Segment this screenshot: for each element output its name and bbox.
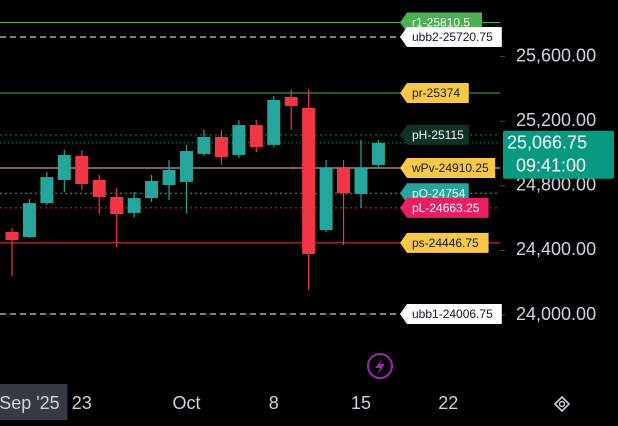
candle-body	[40, 177, 54, 204]
last-price-label: 25,066.75	[507, 132, 587, 152]
candle-body	[162, 169, 176, 185]
level-label-text: pH-25115	[412, 128, 464, 142]
x-tick-label: 23	[72, 393, 92, 413]
candle-body	[127, 198, 141, 213]
y-axis: 26,000.00 25,600.00 25,200.00 24,800.00 24,4…	[500, 0, 596, 324]
candle-body	[319, 168, 333, 231]
candle-body	[214, 137, 228, 158]
candle-body	[337, 168, 351, 194]
level-label: wPv-24910.25	[400, 157, 496, 178]
level-label-text: pL-24663.25	[412, 201, 480, 215]
candle-body	[22, 203, 36, 238]
last-price: 25,066.75 09:41:00	[503, 130, 614, 179]
y-tick-label: 26,000.00	[516, 0, 596, 1]
candles	[5, 89, 385, 291]
y-tick-label: 24,000.00	[516, 304, 596, 324]
y-tick-label: 25,600.00	[516, 45, 596, 65]
level-label-box	[400, 157, 496, 178]
alert-circle	[367, 353, 393, 379]
level-label: ps-24446.75	[400, 232, 489, 253]
level-label-text: r1-25810.5	[412, 16, 470, 30]
candle-body	[267, 100, 281, 145]
last-price-box	[503, 130, 614, 179]
candle-body	[232, 125, 246, 155]
alert-bolt	[375, 358, 385, 375]
candle-body	[180, 151, 193, 182]
crosshair-date-box	[0, 384, 68, 420]
level-label: pr-25374	[400, 83, 469, 104]
level-label-text: pO-24754	[412, 186, 466, 200]
y-tick-label: 25,200.00	[516, 110, 596, 130]
level-label-text: ubb2-25720.75	[412, 30, 493, 44]
countdown-label: 09:41:00	[516, 155, 586, 175]
candle-body	[197, 137, 211, 154]
reset-button[interactable]	[553, 395, 571, 413]
alert-icon[interactable]	[367, 353, 393, 379]
level-label-box	[400, 83, 469, 104]
candle-body	[302, 107, 316, 254]
candle-body	[110, 196, 124, 215]
level-label-text: ubb1-24006.75	[412, 307, 493, 321]
candle-body	[284, 96, 298, 106]
reset-dot	[558, 400, 566, 408]
level-label: pH-25115	[400, 124, 469, 145]
x-tick-label: 15	[351, 393, 371, 413]
level-label-box	[400, 27, 502, 48]
level-label-text: ps-24446.75	[412, 236, 479, 250]
level-label: ubb2-25720.75	[400, 27, 502, 48]
candle-body	[371, 142, 385, 165]
level-label-box	[400, 303, 502, 324]
candle-body	[145, 180, 159, 199]
level-label-box	[400, 197, 489, 218]
x-tick-label: 22	[438, 393, 458, 413]
candle-body	[354, 168, 368, 195]
candle-body	[249, 125, 263, 148]
candle-body	[92, 179, 106, 197]
x-tick-label: 8	[269, 393, 279, 413]
y-tick-label: 24,800.00	[516, 175, 596, 195]
level-label-text: wPv-24910.25	[411, 161, 489, 175]
x-tick-label: Oct	[172, 393, 200, 413]
level-label-box	[400, 232, 489, 253]
candle-body	[5, 232, 19, 241]
level-label-text: pr-25374	[412, 86, 460, 100]
level-label-box	[400, 124, 469, 145]
reset-shape	[553, 395, 571, 413]
y-tick-label: 24,400.00	[516, 239, 596, 259]
candle-body	[57, 154, 71, 180]
level-label: pL-24663.25	[400, 197, 489, 218]
level-label: ubb1-24006.75	[400, 303, 502, 324]
x-tick-label: Sep '25	[0, 393, 60, 413]
candle-body	[75, 155, 89, 185]
x-axis: Sep '25 23 Oct 8 15 22	[0, 384, 458, 420]
